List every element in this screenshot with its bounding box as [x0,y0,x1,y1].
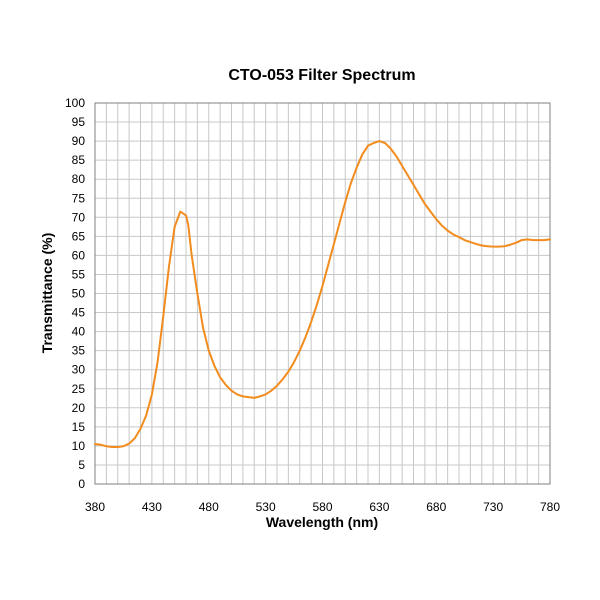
y-tick-label: 35 [72,344,86,358]
x-tick-label: 680 [426,500,446,514]
y-tick-label: 50 [72,287,86,301]
y-tick-label: 20 [72,401,86,415]
y-tick-label: 25 [72,382,86,396]
x-tick-label: 780 [540,500,560,514]
x-tick-label: 530 [256,500,276,514]
y-tick-label: 40 [72,325,86,339]
x-tick-label: 630 [369,500,389,514]
y-tick-label: 10 [72,439,86,453]
x-tick-label: 430 [142,500,162,514]
y-tick-label: 30 [72,363,86,377]
plot-area-border [94,102,551,485]
y-tick-label: 85 [72,153,86,167]
x-tick-label: 480 [199,500,219,514]
y-tick-label: 5 [78,458,85,472]
grid [95,103,550,484]
y-tick-label: 60 [72,248,86,262]
y-tick-label: 70 [72,210,86,224]
series [94,140,551,449]
chart-title: CTO-053 Filter Spectrum [228,67,415,84]
x-axis-title: Wavelength (nm) [266,514,378,530]
y-tick-label: 55 [72,267,86,281]
y-tick-label: 80 [72,172,86,186]
tick-labels: 0 5 10 15 20 25 30 35 40 45 50 55 60 65 70 75 80 85 90 95 10… [65,96,560,514]
y-tick-label: 15 [72,420,86,434]
x-tick-label: 580 [312,500,332,514]
y-tick-label: 45 [72,306,86,320]
y-tick-label: 95 [72,115,86,129]
y-tick-label: 75 [72,191,86,205]
x-tick-label: 380 [85,500,105,514]
y-tick-label: 65 [72,229,86,243]
x-tick-label: 730 [483,500,503,514]
y-tick-label: 0 [78,477,85,491]
y-tick-label: 100 [65,96,85,110]
series-line [94,140,551,449]
y-axis-title: Transmittance (%) [39,233,55,354]
y-tick-label: 90 [72,134,86,148]
